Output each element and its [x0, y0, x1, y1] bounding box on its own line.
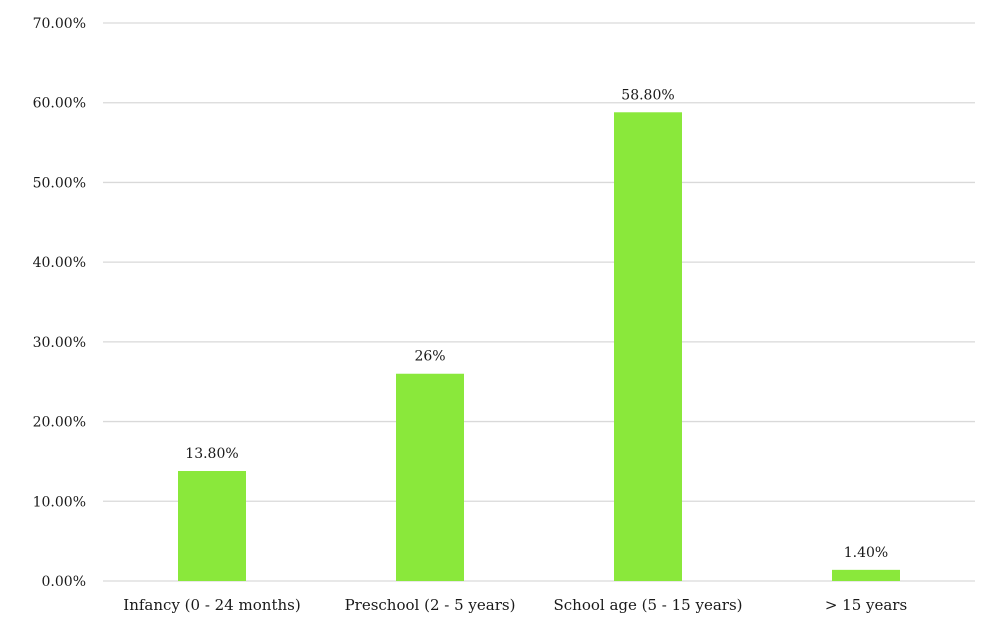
- data-label: 58.80%: [621, 87, 674, 103]
- x-category-label: School age (5 - 15 years): [553, 596, 742, 614]
- data-labels: 13.80% 26% 58.80% 1.40%: [185, 87, 888, 561]
- bar: [178, 470, 246, 581]
- data-label: 1.40%: [844, 545, 888, 561]
- y-tick-label: 20.00%: [33, 415, 86, 431]
- data-label: 26%: [414, 349, 445, 365]
- x-category-label: Infancy (0 - 24 months): [123, 596, 300, 614]
- bar: [832, 569, 900, 581]
- bars: [178, 112, 900, 581]
- x-axis-category-labels: Infancy (0 - 24 months) Preschool (2 - 5 …: [123, 596, 907, 614]
- y-axis-tick-labels: 0.00% 10.00% 20.00% 30.00% 40.00% 50.00% 60.00…: [33, 16, 86, 590]
- y-tick-label: 0.00%: [42, 574, 86, 590]
- gridlines: [103, 22, 975, 582]
- x-category-label: Preschool (2 - 5 years): [345, 596, 516, 614]
- y-tick-label: 60.00%: [33, 96, 86, 112]
- y-tick-label: 30.00%: [33, 335, 86, 351]
- data-label: 13.80%: [185, 446, 238, 462]
- y-tick-label: 10.00%: [33, 494, 86, 510]
- x-category-label: > 15 years: [825, 596, 907, 614]
- y-tick-label: 70.00%: [33, 16, 86, 32]
- y-tick-label: 40.00%: [33, 255, 86, 271]
- bar: [396, 373, 464, 581]
- bar: [614, 112, 682, 581]
- y-tick-label: 50.00%: [33, 175, 86, 191]
